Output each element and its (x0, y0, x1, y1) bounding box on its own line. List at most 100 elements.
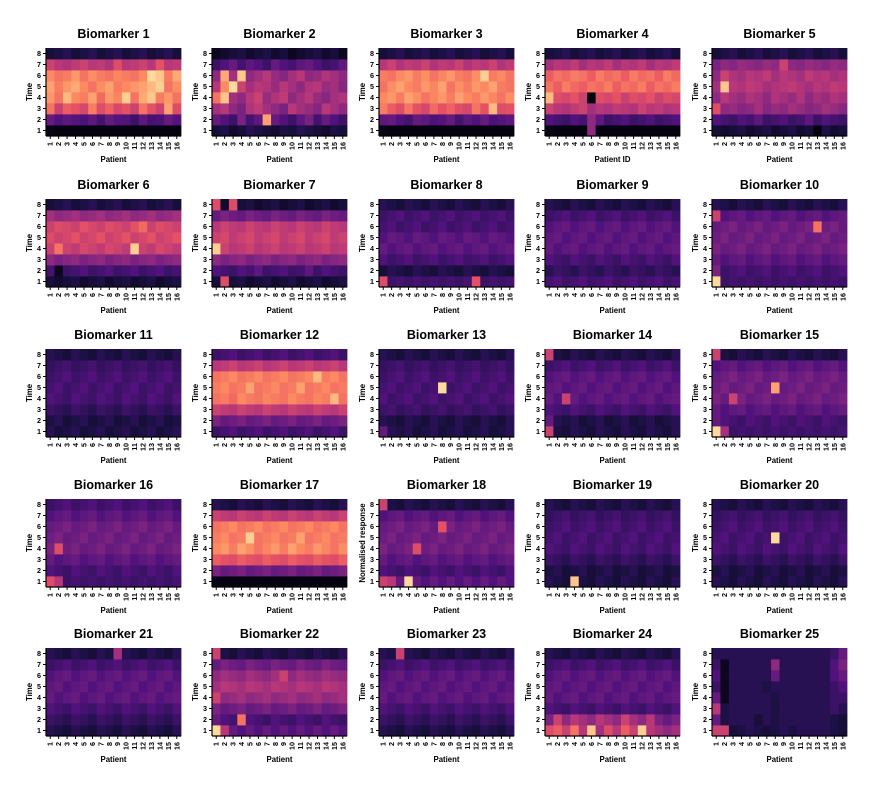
heatmap-cell (46, 59, 55, 71)
heatmap-cell (771, 70, 780, 82)
heatmap-cell (429, 349, 439, 361)
heatmap-cell (155, 543, 165, 555)
y-tick-label: 3 (703, 104, 707, 113)
heatmap-cell (646, 360, 656, 372)
heatmap-cell (220, 382, 230, 394)
heatmap-cell (130, 714, 140, 726)
heatmap-cell (172, 576, 182, 588)
heatmap-cell (488, 554, 498, 566)
heatmap-cell (712, 81, 721, 93)
heatmap-cell (646, 103, 656, 115)
heatmap-cell (612, 714, 622, 726)
heatmap-cell (338, 554, 348, 566)
heatmap-cell (553, 510, 563, 522)
heatmap-cell (587, 576, 597, 588)
heatmap-cell (745, 276, 755, 288)
heatmap-cell (796, 382, 806, 394)
heatmap-cell (88, 521, 98, 533)
heatmap-cell (762, 48, 772, 60)
heatmap-cell (54, 703, 64, 715)
heatmap-cell (412, 232, 422, 244)
y-tick-label: 4 (37, 244, 41, 253)
heatmap-cell (62, 382, 72, 394)
heatmap-cell (712, 648, 721, 660)
heatmap-cell (663, 670, 672, 682)
panel-title: Biomarker 21 (74, 627, 153, 641)
heatmap-cell (79, 532, 89, 544)
x-tick-label: 4 (71, 142, 80, 146)
heatmap-cell (830, 543, 839, 555)
heatmap-cell (545, 543, 554, 555)
heatmap-cell (612, 92, 622, 104)
heatmap-cell (46, 199, 55, 211)
heatmap-cell (629, 681, 639, 693)
x-tick-label: 11 (629, 293, 638, 301)
heatmap-cell (279, 254, 289, 266)
heatmap-cell (412, 725, 422, 737)
heatmap-cell (46, 714, 55, 726)
heatmap-cell (271, 114, 280, 126)
x-tick-label: 2 (720, 293, 729, 297)
heatmap-cell (637, 59, 647, 71)
heatmap-cell (404, 681, 414, 693)
heatmap-cell (629, 659, 639, 671)
heatmap-cell (330, 404, 339, 416)
heatmap-cell (779, 360, 789, 372)
heatmap-cell (488, 276, 498, 288)
heatmap-cell (779, 382, 789, 394)
x-tick-label: 6 (587, 293, 596, 297)
x-tick-label: 7 (429, 293, 438, 297)
x-tick-label: 3 (562, 593, 571, 597)
heatmap-cell (62, 510, 72, 522)
x-tick-label: 13 (646, 293, 655, 301)
heatmap-cell (62, 210, 72, 222)
heatmap-cell (71, 243, 81, 255)
heatmap-cell (505, 243, 515, 255)
heatmap-cell (561, 371, 571, 383)
heatmap-cell (429, 103, 439, 115)
heatmap-cell (105, 125, 114, 137)
heatmap-cell (612, 725, 622, 737)
x-tick-label: 3 (729, 742, 738, 746)
heatmap-cell (313, 404, 323, 416)
heatmap-cell (313, 243, 323, 255)
heatmap-cell (304, 81, 314, 93)
heatmap-cell (54, 415, 64, 427)
heatmap-cell (212, 714, 221, 726)
heatmap-cell (105, 681, 114, 693)
heatmap-cell (113, 415, 123, 427)
heatmap-cell (787, 276, 797, 288)
x-tick-label: 3 (63, 593, 72, 597)
y-tick-label: 8 (370, 649, 374, 658)
heatmap-cell (395, 382, 405, 394)
heatmap-cell (147, 659, 157, 671)
y-tick-label: 4 (203, 544, 207, 553)
heatmap-cell (287, 125, 297, 137)
x-tick-label: 6 (587, 142, 596, 146)
x-tick-label: 5 (745, 443, 754, 447)
x-tick-label: 8 (604, 443, 613, 447)
heatmap-cell (779, 243, 789, 255)
heatmap-cell (321, 232, 331, 244)
heatmap-cell (296, 393, 306, 405)
heatmap-cell (497, 714, 506, 726)
heatmap-cell (587, 404, 597, 416)
heatmap-cell (130, 415, 140, 427)
x-tick-label: 13 (813, 443, 822, 451)
heatmap-cell (429, 415, 439, 427)
heatmap-cell (787, 404, 797, 416)
heatmap-cell (629, 426, 639, 438)
x-tick-label: 11 (463, 593, 472, 601)
x-tick-label: 16 (838, 142, 847, 150)
heatmap-cell (720, 221, 730, 233)
heatmap-cell (671, 103, 681, 115)
heatmap-cell (728, 659, 738, 671)
heatmap-cell (421, 703, 431, 715)
heatmap-cell (745, 576, 755, 588)
x-tick-label: 12 (472, 593, 481, 601)
x-tick-label: 14 (654, 142, 663, 150)
heatmap-cell (404, 703, 414, 715)
heatmap-cell (637, 199, 647, 211)
heatmap-cell (488, 499, 498, 511)
heatmap-cell (262, 81, 272, 93)
